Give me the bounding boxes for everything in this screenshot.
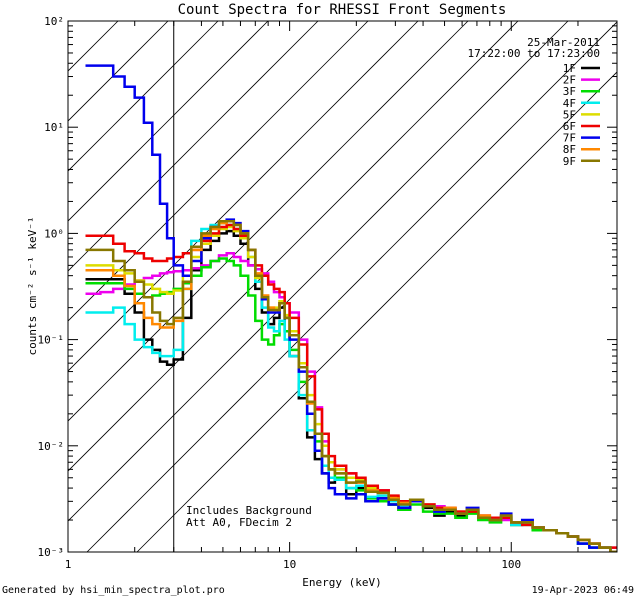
hatch-line: [68, 21, 219, 172]
hatch-line: [68, 21, 369, 322]
legend-label-5F: 5F: [563, 108, 576, 121]
hatch-line: [68, 21, 169, 122]
annotation-text: Includes Background: [186, 504, 312, 517]
y-tick-label: 10⁻¹: [38, 334, 65, 347]
x-tick-label: 1: [65, 558, 72, 571]
x-tick-label: 10: [283, 558, 296, 571]
x-axis-label: Energy (keV): [302, 576, 381, 589]
y-tick-label: 10²: [44, 15, 64, 28]
legend-date: 25-Mar-2011: [527, 36, 600, 49]
series-line-9F: [85, 220, 617, 552]
legend-label-1F: 1F: [563, 62, 576, 75]
hatch-line: [68, 21, 519, 472]
legend-label-7F: 7F: [563, 132, 576, 145]
legend-label-2F: 2F: [563, 74, 576, 87]
series-layer: [85, 64, 617, 552]
y-tick-label: 10⁰: [44, 227, 64, 240]
annotation-text: Att A0, FDecim 2: [186, 516, 292, 529]
footer-generator-note: Generated by hsi_min_spectra_plot.pro: [2, 585, 225, 596]
y-tick-label: 10¹: [44, 121, 64, 134]
x-tick-label: 100: [501, 558, 521, 571]
legend-label-9F: 9F: [563, 155, 576, 168]
hatch-line: [86, 21, 617, 552]
hatch-line: [136, 71, 617, 552]
hatch-line: [68, 21, 269, 222]
hatch-line: [68, 21, 569, 522]
footer-timestamp: 19-Apr-2023 06:49: [531, 585, 634, 596]
legend-label-3F: 3F: [563, 85, 576, 98]
y-axis-label: counts cm⁻² s⁻¹ keV⁻¹: [26, 216, 39, 355]
y-tick-label: 10⁻³: [38, 546, 65, 559]
chart-title: Count Spectra for RHESSI Front Segments: [178, 2, 507, 18]
legend-label-4F: 4F: [563, 97, 576, 110]
axes: 1 10 100 10⁻³ 10⁻² 10⁻¹ 10⁰ 10¹ 10²: [38, 15, 618, 571]
legend-time-range: 17:22:00 to 17:23:00: [468, 47, 600, 60]
y-tick-label: 10⁻²: [38, 440, 65, 453]
plot-frame: [67, 20, 618, 553]
legend-label-8F: 8F: [563, 143, 576, 156]
legend-label-6F: 6F: [563, 120, 576, 133]
hatch-line: [68, 21, 469, 422]
hatch-line: [68, 21, 319, 272]
